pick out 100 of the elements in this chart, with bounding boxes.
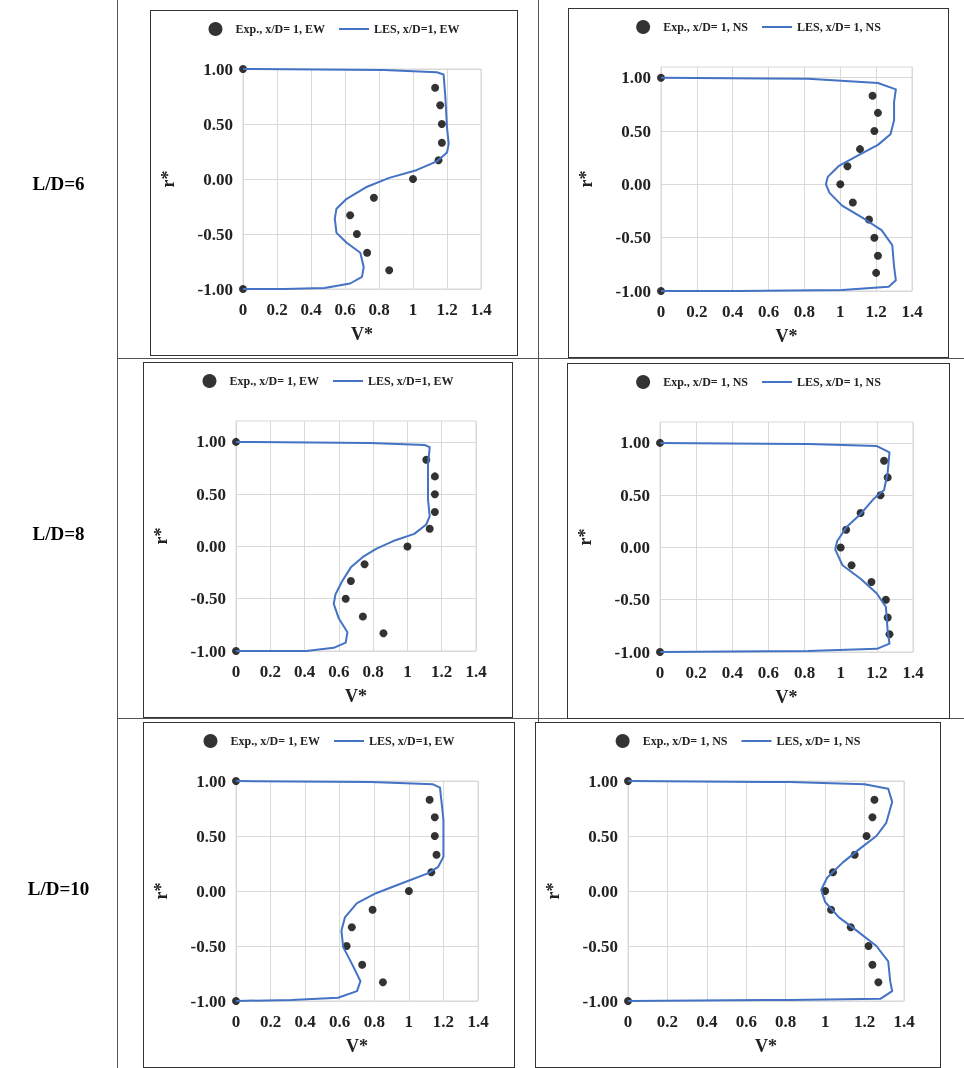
x-tick-label: 0.4: [722, 302, 744, 321]
x-tick-label: 0: [655, 663, 665, 682]
y-tick-label: 1.00: [588, 771, 618, 791]
x-tick-label: 1: [404, 1012, 414, 1031]
point: [346, 211, 355, 220]
legend-label: Exp., x/D= 1, NS: [663, 20, 749, 34]
point: [363, 248, 372, 257]
point: [870, 795, 879, 804]
x-tick-label: 0.6: [757, 663, 780, 682]
x-tick-label: 0.8: [362, 662, 384, 681]
point: [848, 198, 857, 207]
x-tick-label: 1: [836, 663, 845, 682]
point: [430, 832, 439, 840]
point: [358, 612, 367, 621]
point: [870, 127, 879, 135]
y-tick-label: -1.00: [190, 991, 226, 1011]
y-tick-label: -0.50: [615, 228, 651, 248]
y-tick-label: 0.50: [196, 484, 226, 504]
point: [425, 524, 434, 533]
x-tick-label: 1.4: [465, 662, 488, 681]
point: [872, 268, 881, 277]
point: [385, 266, 394, 275]
x-tick-label: 1.4: [467, 1012, 490, 1031]
y-tick-label: 0.00: [588, 881, 618, 901]
point: [873, 251, 882, 260]
point: [352, 230, 361, 238]
x-axis-title: V*: [775, 326, 798, 346]
x-tick-label: 1: [403, 662, 412, 681]
y-tick-label: -0.50: [190, 589, 226, 609]
point: [843, 162, 852, 171]
x-tick-label: 0: [231, 1012, 241, 1031]
point: [358, 960, 367, 969]
point: [347, 923, 356, 932]
point: [378, 978, 387, 987]
point: [881, 595, 890, 604]
point: [432, 850, 441, 859]
point: [867, 577, 876, 586]
text: L/D=10: [26, 878, 91, 900]
y-tick-label: 1.00: [621, 68, 651, 88]
point: [360, 560, 369, 569]
x-tick-label: 1.4: [893, 1012, 916, 1031]
legend-label: LES, x/D=1, EW: [368, 374, 454, 388]
y-tick-label: 0.50: [621, 121, 651, 141]
x-tick-label: 0.8: [793, 663, 816, 682]
legend-label: Exp., x/D= 1, EW: [230, 734, 321, 748]
x-tick-label: 0.2: [259, 1012, 282, 1031]
point: [880, 456, 889, 465]
y-axis-title: r*: [576, 170, 596, 188]
x-axis-title: V*: [345, 686, 367, 706]
y-tick-label: -1.00: [190, 641, 226, 661]
point: [430, 813, 439, 822]
x-tick-label: 0.8: [775, 1012, 797, 1031]
y-tick-label: 0.50: [588, 826, 618, 846]
point: [874, 978, 883, 987]
x-tick-label: 1.2: [431, 662, 453, 681]
point: [870, 233, 879, 242]
x-tick-label: 0: [231, 662, 241, 681]
y-tick-label: -1.00: [582, 991, 618, 1011]
y-tick-label: 0.50: [203, 114, 233, 134]
legend-label: Exp., x/D= 1, EW: [235, 22, 326, 36]
point: [368, 905, 377, 914]
x-tick-label: 1.2: [853, 1012, 876, 1031]
point: [868, 813, 877, 822]
point: [864, 942, 873, 950]
y-tick-label: -0.50: [190, 936, 226, 956]
x-tick-label: 0: [656, 302, 666, 321]
y-tick-label: -0.50: [614, 590, 650, 610]
legend-label: LES, x/D= 1, NS: [797, 20, 882, 34]
x-tick-label: 1.4: [902, 663, 925, 682]
x-axis-title: V*: [351, 324, 373, 344]
legend-label: Exp., x/D= 1, NS: [642, 734, 728, 748]
y-tick-label: -0.50: [582, 936, 618, 956]
y-tick-label: 1.00: [620, 433, 650, 453]
x-tick-label: 0.6: [735, 1012, 757, 1031]
x-tick-label: 0.2: [686, 302, 708, 321]
legend-label: LES, x/D= 1, NS: [776, 734, 861, 748]
point: [409, 175, 417, 183]
legend-label: LES, x/D=1, EW: [369, 734, 455, 748]
point: [379, 629, 388, 638]
y-tick-label: 0.00: [620, 537, 650, 557]
x-tick-label: 1.4: [901, 302, 924, 321]
x-tick-label: 1.2: [436, 300, 458, 319]
legend-label: Exp., x/D= 1, NS: [663, 375, 749, 389]
x-tick-label: 1.2: [866, 663, 888, 682]
point: [836, 180, 845, 189]
x-tick-label: 0.6: [328, 662, 350, 681]
x-tick-label: 0.2: [685, 663, 707, 682]
x-tick-label: 0.6: [757, 302, 780, 321]
x-tick-label: 0.4: [696, 1012, 718, 1031]
x-tick-label: 0.6: [334, 300, 356, 319]
x-tick-label: 0: [623, 1012, 633, 1031]
legend-label: LES, x/D=1, EW: [374, 22, 460, 36]
y-tick-label: 0.50: [196, 826, 226, 846]
text: L/D=8: [31, 523, 86, 545]
y-tick-label: 1.00: [196, 771, 226, 791]
point: [369, 193, 378, 202]
point: [346, 576, 355, 585]
y-tick-label: -1.00: [614, 642, 650, 662]
y-tick-label: 0.50: [620, 485, 650, 505]
x-tick-label: 1: [836, 302, 845, 321]
